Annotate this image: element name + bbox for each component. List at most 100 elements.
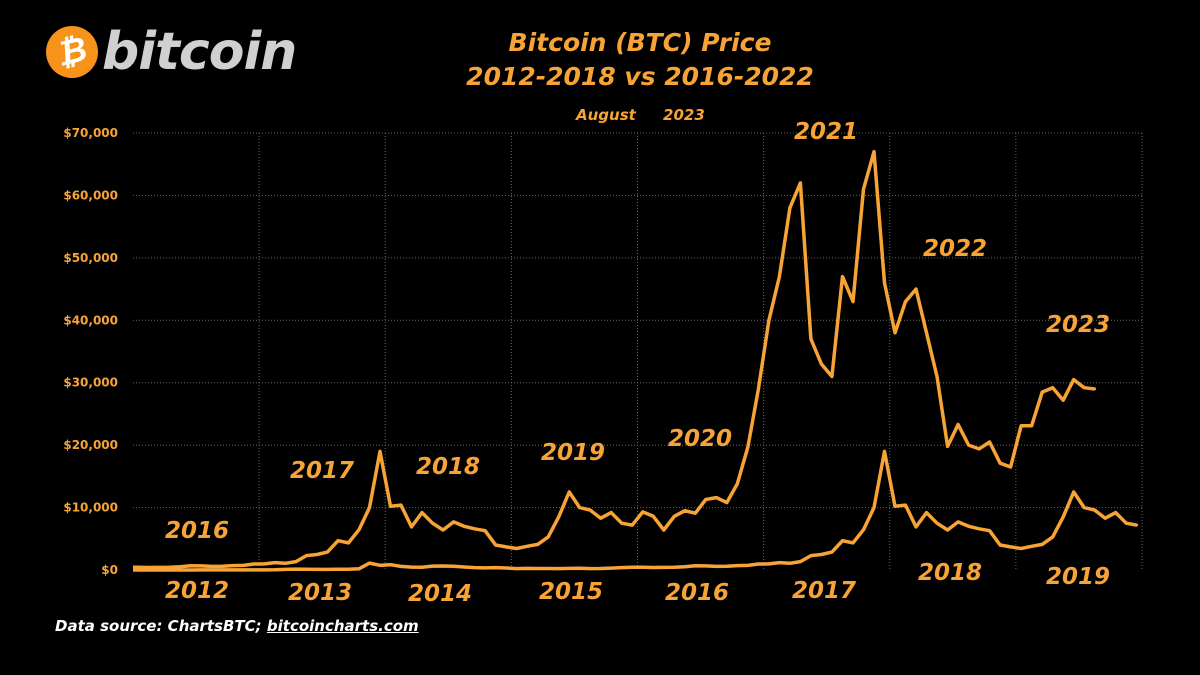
data-point — [693, 511, 697, 515]
data-point — [252, 562, 256, 566]
upper-year-label: 2023 — [1046, 312, 1110, 338]
data-point — [609, 566, 613, 570]
data-point — [305, 567, 308, 571]
data-point — [557, 515, 561, 519]
data-source: Data source: ChartsBTC; bitcoincharts.co… — [55, 617, 419, 635]
data-point — [735, 564, 739, 568]
data-point — [820, 362, 823, 366]
data-point — [420, 511, 424, 514]
data-point — [977, 527, 981, 531]
data-point — [410, 525, 413, 529]
data-point — [1135, 523, 1139, 527]
data-point — [1009, 465, 1013, 469]
y-tick-label: $70,000 — [63, 126, 118, 140]
data-point — [157, 566, 161, 569]
data-point — [767, 318, 771, 322]
data-point — [462, 565, 466, 569]
data-point — [231, 568, 235, 572]
data-point — [515, 567, 519, 571]
data-point — [809, 554, 813, 558]
data-point — [756, 562, 760, 566]
data-point — [599, 516, 603, 520]
data-point — [1061, 515, 1065, 519]
data-point — [273, 561, 277, 564]
data-point — [1051, 386, 1055, 390]
data-point — [220, 568, 224, 572]
source-link[interactable]: bitcoincharts.com — [266, 617, 419, 635]
data-point — [588, 508, 592, 512]
data-point — [620, 566, 624, 570]
data-point — [935, 375, 939, 378]
data-point — [946, 444, 949, 448]
upper-year-label: 2017 — [290, 458, 354, 484]
data-point — [578, 566, 582, 570]
lower-year-label: 2012 — [165, 578, 229, 604]
data-point — [410, 565, 413, 569]
data-point — [767, 562, 771, 566]
data-point — [862, 528, 865, 532]
data-point — [683, 565, 687, 569]
title-line-2: 2012-2018 vs 2016-2022 — [466, 62, 814, 91]
data-point — [893, 331, 897, 335]
data-point — [630, 523, 634, 527]
data-point — [368, 506, 371, 509]
data-point — [483, 566, 487, 570]
data-point — [988, 440, 991, 444]
data-point — [378, 449, 382, 453]
data-point — [399, 564, 403, 568]
data-point — [273, 568, 277, 572]
data-point — [683, 509, 687, 513]
data-point — [630, 565, 634, 569]
data-point — [725, 501, 729, 504]
data-point — [746, 445, 750, 449]
data-point — [525, 567, 529, 570]
data-point — [977, 447, 981, 451]
data-point — [799, 560, 802, 563]
data-point — [378, 563, 382, 567]
data-point — [189, 564, 193, 568]
data-point — [830, 375, 834, 378]
data-point — [473, 566, 476, 569]
data-point — [1040, 543, 1044, 546]
data-point — [946, 528, 949, 532]
data-point — [641, 510, 645, 514]
data-point — [672, 514, 676, 518]
data-point — [1019, 424, 1023, 428]
lower-year-label: 2018 — [918, 560, 982, 586]
upper-year-label: 2022 — [923, 236, 987, 262]
data-point — [883, 449, 886, 453]
data-point — [546, 535, 550, 539]
data-point — [536, 567, 540, 570]
data-point — [735, 482, 739, 486]
data-point — [168, 568, 172, 572]
data-point — [210, 565, 214, 568]
data-point — [452, 520, 455, 524]
data-point — [809, 337, 813, 341]
chart-subtitle: August 2023 — [576, 106, 705, 124]
data-point — [262, 568, 266, 572]
data-point — [441, 564, 445, 568]
data-point — [662, 528, 666, 532]
data-point — [1072, 378, 1076, 381]
data-point — [851, 300, 855, 303]
data-point — [872, 506, 876, 509]
data-point — [714, 565, 718, 568]
data-point — [157, 568, 161, 572]
data-point — [1093, 508, 1097, 512]
data-point — [935, 521, 939, 525]
data-point — [651, 566, 655, 569]
source-prefix: Data source: ChartsBTC; — [55, 617, 267, 635]
data-point — [441, 528, 445, 532]
data-point — [567, 490, 571, 494]
lower-year-label: 2019 — [1046, 564, 1110, 590]
lower-year-label: 2016 — [665, 580, 729, 606]
data-point — [546, 567, 550, 570]
data-point — [788, 206, 792, 210]
data-point — [609, 511, 613, 514]
data-point — [347, 567, 350, 571]
data-point — [988, 529, 991, 533]
data-point — [704, 564, 708, 568]
data-point — [1030, 424, 1034, 428]
data-point — [210, 568, 214, 572]
